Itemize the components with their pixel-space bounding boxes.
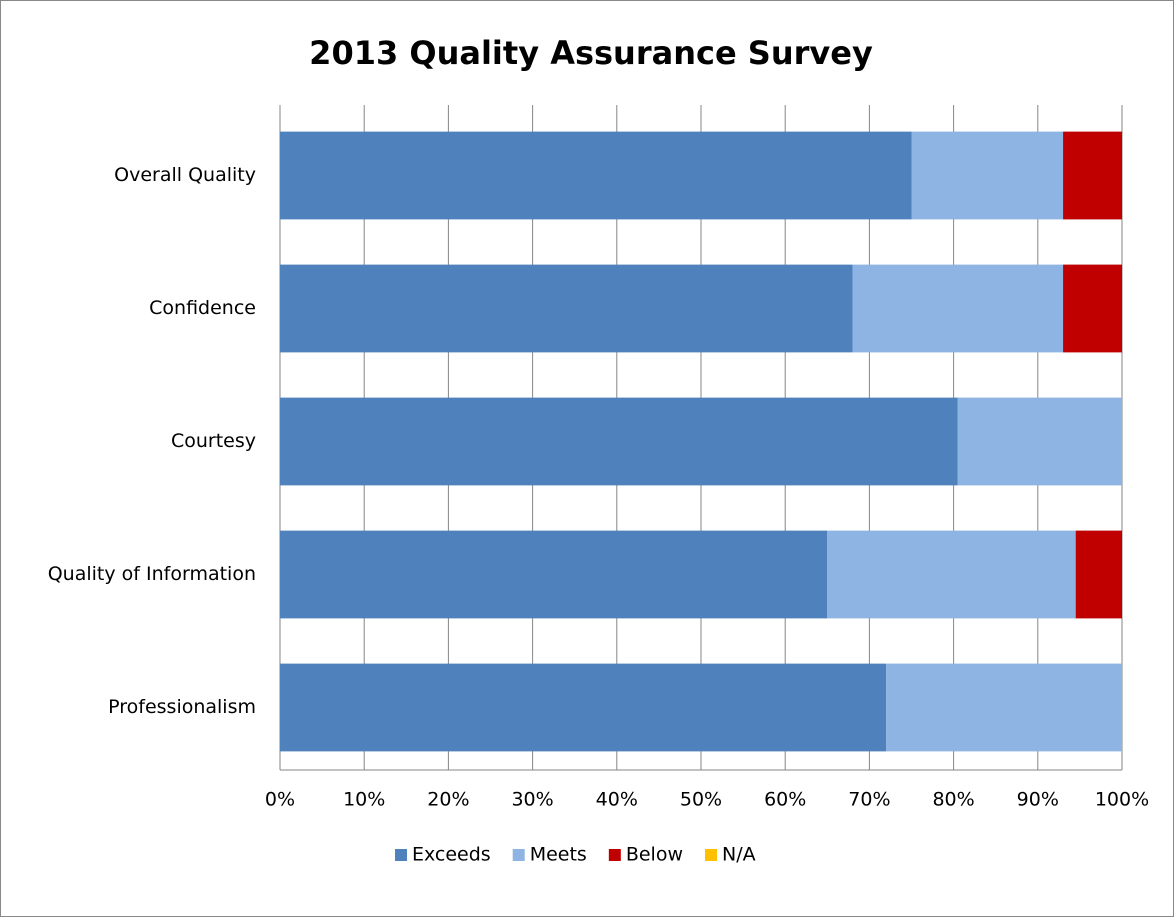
legend-label: N/A — [722, 844, 756, 866]
legend-swatch — [608, 849, 621, 861]
x-tick-label: 20% — [427, 789, 469, 811]
x-tick-label: 80% — [932, 789, 974, 811]
bar-segment — [957, 397, 1122, 486]
x-tick-label: 40% — [596, 789, 638, 811]
x-tick-label: 90% — [1017, 789, 1059, 811]
legend-label: Exceeds — [412, 844, 491, 866]
y-tick-label: Courtesy — [171, 430, 256, 452]
y-tick-label: Overall Quality — [114, 164, 256, 186]
legend-label: Meets — [530, 844, 587, 866]
bar-segment — [280, 663, 887, 752]
bar-segment — [827, 530, 1076, 619]
legend-swatch — [512, 849, 525, 861]
legend-label: Below — [626, 844, 683, 866]
x-tick-label: 30% — [511, 789, 553, 811]
x-tick-label: 60% — [764, 789, 806, 811]
bar-segment — [280, 264, 853, 353]
x-tick-label: 10% — [343, 789, 385, 811]
y-tick-label: Confidence — [149, 297, 256, 319]
legend-swatch — [395, 849, 407, 861]
bar-segment — [280, 397, 958, 486]
y-tick-label: Professionalism — [108, 696, 256, 718]
legend-swatch — [705, 849, 717, 861]
bar-segment — [280, 131, 912, 220]
bar-segment — [911, 131, 1064, 220]
chart-title: 2013 Quality Assurance Survey — [309, 34, 873, 72]
y-tick-label: Quality of Information — [48, 563, 256, 585]
bar-segment — [852, 264, 1064, 353]
bar-segment — [1063, 131, 1122, 220]
bar-segment — [1063, 264, 1122, 353]
x-tick-label: 50% — [680, 789, 722, 811]
x-tick-label: 100% — [1095, 789, 1149, 811]
bar-segment — [280, 530, 828, 619]
x-tick-label: 0% — [265, 789, 295, 811]
bar-segment — [1075, 530, 1122, 619]
bar-segment — [886, 663, 1122, 752]
x-tick-label: 70% — [848, 789, 890, 811]
